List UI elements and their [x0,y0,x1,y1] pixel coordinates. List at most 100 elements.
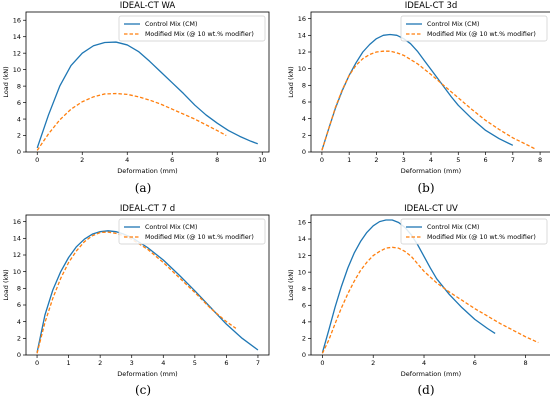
x-tick-label: 0 [320,156,324,164]
series-line-1 [36,92,227,151]
y-tick-label: 0 [302,148,306,156]
legend-box [118,15,266,42]
x-tick-label: 0 [320,359,324,367]
chart-panel: IDEAL-CT 7 d0 1 2 3 4 5 6 70246810121416Deforma… [2,204,270,397]
y-tick-label: 4 [302,115,306,123]
legend-entry: Modified Mix (@ 10 wt.% modifier) [427,30,536,38]
y-tick-label: 4 [17,318,21,326]
x-tick-label: 0 [35,359,39,367]
y-tick-label: 12 [298,48,306,56]
chart-title: IDEAL-CT 7 d [120,204,175,214]
chart-panel: IDEAL-CT WA 0 2 4 6 8 10 0 2 4 6 8 10 12 14 16 Deformati… [2,1,270,195]
y-tick-label: 0 [17,148,21,156]
y-tick-label: 14 [13,33,21,41]
x-tick-label: 3 [402,156,406,164]
y-tick-label: 14 [298,32,306,40]
chart-title: IDEAL-CT 3d [405,1,458,11]
axes-frame [310,214,550,356]
x-axis-label: Deformation (mm) [117,167,177,175]
x-axis-label: Deformation (mm) [117,370,177,378]
x-tick-label: 5 [193,359,197,367]
axes-frame [25,214,270,356]
y-tick-label: 8 [302,285,306,293]
legend-entry: Control Mix (CM) [427,224,479,231]
legend: Control Mix (CM) Modified Mix (@ 10 wt.% … [400,218,548,245]
panel-caption: (b) [417,181,434,195]
y-tick-label: 12 [13,49,21,57]
y-tick-label: 6 [17,99,21,107]
chart-title: IDEAL-CT UV [404,204,458,214]
series-line-0 [321,219,496,353]
legend-entry: Modified Mix (@ 10 wt.% modifier) [427,233,536,241]
x-tick-label: 10 [258,156,266,164]
y-tick-label: 10 [13,66,21,74]
x-tick-label: 1 [67,359,71,367]
panel-caption: (d) [417,383,434,397]
legend: Control Mix (CM) Modified Mix (@ 10 wt.% … [118,15,266,42]
legend-box [400,218,548,245]
x-tick-label: 6 [473,359,477,367]
y-tick-label: 12 [298,252,306,260]
y-tick-label: 2 [17,132,21,140]
y-tick-label: 6 [302,98,306,106]
x-axis-label: Deformation (mm) [401,370,461,378]
chart-panel: IDEAL-CT 3d0 1 2 3 4 5 6 7 80246810121416Deforma… [287,1,550,195]
y-tick-label: 0 [302,351,306,359]
y-tick-label: 10 [298,268,306,276]
x-tick-label: 6 [224,359,228,367]
y-axis-label: Load (kN) [2,269,10,300]
y-tick-label: 2 [302,335,306,343]
chart-title: IDEAL-CT WA [120,1,176,11]
legend: Control Mix (CM) Modified Mix (@ 10 wt.% … [118,218,266,245]
y-tick-label: 8 [17,82,21,90]
x-tick-label: 3 [130,359,134,367]
series-line-0 [36,230,259,353]
x-tick-label: 4 [125,156,129,164]
legend-entry: Control Mix (CM) [145,224,197,231]
x-tick-label: 4 [422,359,426,367]
legend-entry: Control Mix (CM) [427,21,479,28]
x-tick-label: 6 [483,156,487,164]
y-tick-label: 14 [13,235,21,243]
x-tick-label: 2 [98,359,102,367]
y-tick-label: 10 [298,65,306,73]
y-tick-label: 6 [17,301,21,309]
legend-box [400,15,548,42]
y-tick-label: 14 [298,235,306,243]
legend-box [118,218,266,245]
y-tick-label: 2 [302,132,306,140]
y-tick-label: 2 [17,335,21,343]
y-axis-label: Load (kN) [287,66,295,97]
y-tick-label: 4 [17,115,21,123]
legend: Control Mix (CM) Modified Mix (@ 10 wt.% … [400,15,548,42]
x-tick-label: 2 [80,156,84,164]
y-tick-label: 4 [302,318,306,326]
series-line-0 [321,33,514,151]
y-tick-label: 0 [17,351,21,359]
series-line-1 [36,231,237,354]
y-tick-label: 16 [298,15,306,23]
x-tick-label: 2 [371,359,375,367]
x-tick-label: 8 [524,359,528,367]
y-tick-label: 8 [17,285,21,293]
series-line-1 [321,50,535,151]
x-tick-label: 0 [35,156,39,164]
panel-caption: (a) [135,181,152,195]
y-tick-label: 16 [13,218,21,226]
x-tick-label: 8 [215,156,219,164]
y-tick-label: 16 [13,16,21,24]
legend-entry: Control Mix (CM) [145,21,197,28]
x-tick-label: 4 [161,359,165,367]
x-tick-label: 4 [429,156,433,164]
x-axis-label: Deformation (mm) [401,167,461,175]
x-tick-label: 5 [456,156,460,164]
x-tick-label: 7 [256,359,260,367]
y-axis-label: Load (kN) [287,269,295,300]
series-line-1 [321,246,539,354]
chart-panel: IDEAL-CT UV 0 2 4 6 8 0 2 4 6 8 10 12 14 16 Deformation… [287,204,550,397]
x-tick-label: 2 [374,156,378,164]
x-tick-label: 8 [538,156,542,164]
axes-frame [25,11,270,153]
y-tick-label: 6 [302,301,306,309]
